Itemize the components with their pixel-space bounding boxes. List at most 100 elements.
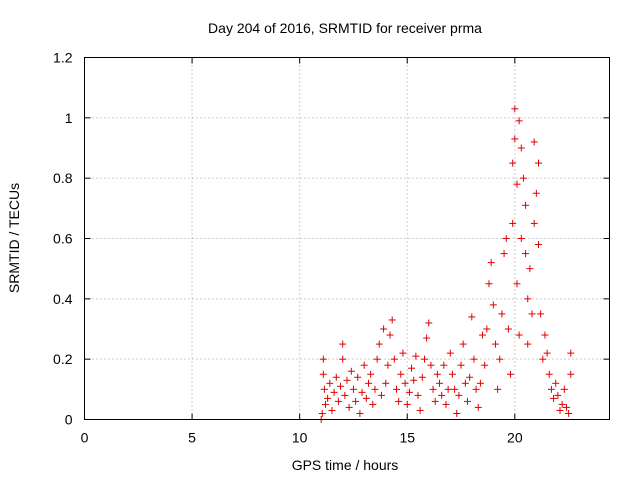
data-point: [367, 370, 375, 378]
data-point: [550, 394, 558, 402]
y-tick-label: 0.4: [53, 291, 73, 307]
data-point: [524, 295, 532, 303]
data-point: [461, 379, 469, 387]
data-point: [500, 250, 508, 258]
data-point: [472, 385, 480, 393]
data-point: [457, 361, 465, 369]
data-point: [410, 376, 418, 384]
data-point: [476, 379, 484, 387]
data-point: [519, 174, 527, 182]
data-point: [380, 325, 388, 333]
data-point: [386, 331, 394, 339]
data-point: [496, 355, 504, 363]
tick-layer: 0 0.2 0.4 0.6 0.8 1 1.2 0 5 10 15 20: [53, 50, 610, 446]
data-point: [382, 379, 390, 387]
y-axis-title: SRMTID / TECUs: [6, 183, 22, 293]
data-point: [541, 331, 549, 339]
data-point: [509, 219, 517, 227]
data-point: [502, 235, 510, 242]
data-point: [528, 310, 536, 318]
data-point: [377, 391, 385, 399]
data-point: [552, 379, 560, 387]
data-point: [339, 355, 347, 363]
data-point: [560, 385, 568, 393]
data-point: [466, 373, 474, 381]
data-point: [352, 397, 360, 405]
data-point: [534, 159, 542, 167]
data-point: [320, 385, 328, 393]
data-point: [455, 391, 463, 399]
data-point: [425, 319, 433, 327]
data-point: [375, 340, 383, 348]
y-tick-label: 0.8: [53, 170, 73, 186]
data-point: [339, 340, 347, 348]
data-point: [399, 349, 407, 357]
data-point: [371, 385, 379, 393]
grid-layer: [84, 57, 610, 420]
data-point: [524, 340, 532, 348]
data-point: [468, 313, 476, 321]
data-point: [324, 394, 332, 402]
data-point: [328, 406, 336, 414]
data-point: [319, 355, 327, 363]
data-point: [483, 325, 491, 333]
data-point: [388, 316, 396, 324]
chart-title: Day 204 of 2016, SRMTID for receiver prm…: [208, 20, 482, 36]
data-point: [515, 117, 523, 125]
y-tick-label: 0.2: [53, 351, 73, 367]
data-point: [330, 388, 338, 396]
x-tick-label: 20: [507, 430, 523, 446]
data-point: [479, 331, 487, 339]
data-point: [491, 340, 499, 348]
data-point: [390, 355, 398, 363]
data-point: [416, 406, 424, 414]
data-point: [349, 385, 357, 393]
data-point: [347, 367, 355, 375]
data-point: [511, 105, 519, 113]
data-point: [384, 361, 392, 369]
data-point: [440, 361, 448, 369]
data-point: [530, 219, 538, 227]
data-point: [318, 409, 326, 417]
data-point: [427, 361, 435, 369]
x-tick-label: 0: [81, 430, 89, 446]
data-point: [537, 310, 545, 318]
data-point: [539, 355, 547, 363]
data-point: [418, 373, 426, 381]
data-point: [448, 370, 456, 378]
data-point: [543, 349, 551, 357]
data-point: [463, 397, 471, 405]
x-axis-title: GPS time / hours: [292, 457, 399, 473]
data-point: [360, 361, 368, 369]
data-point: [453, 409, 461, 417]
data-point: [526, 265, 534, 273]
data-point: [470, 355, 478, 363]
plot-frame: [84, 57, 610, 420]
data-point: [369, 400, 377, 408]
y-tick-label: 1.2: [53, 50, 73, 66]
data-point: [485, 280, 493, 288]
data-point: [326, 379, 334, 387]
data-point: [530, 138, 538, 146]
data-point: [481, 361, 489, 369]
data-point: [545, 370, 553, 378]
data-point: [442, 400, 450, 408]
data-point: [504, 325, 512, 333]
data-point: [414, 391, 422, 399]
data-point: [423, 334, 431, 342]
data-point: [489, 301, 497, 309]
data-point: [395, 397, 403, 405]
data-point: [365, 379, 373, 387]
data-point: [567, 349, 575, 357]
data-point: [547, 385, 555, 393]
x-tick-label: 15: [399, 430, 415, 446]
data-point: [354, 373, 362, 381]
x-tick-label: 5: [188, 430, 196, 446]
data-point: [513, 180, 521, 188]
data-point: [446, 349, 454, 357]
data-point: [420, 355, 428, 363]
data-point: [321, 400, 329, 408]
data-point: [487, 259, 495, 267]
data-point: [401, 379, 409, 387]
